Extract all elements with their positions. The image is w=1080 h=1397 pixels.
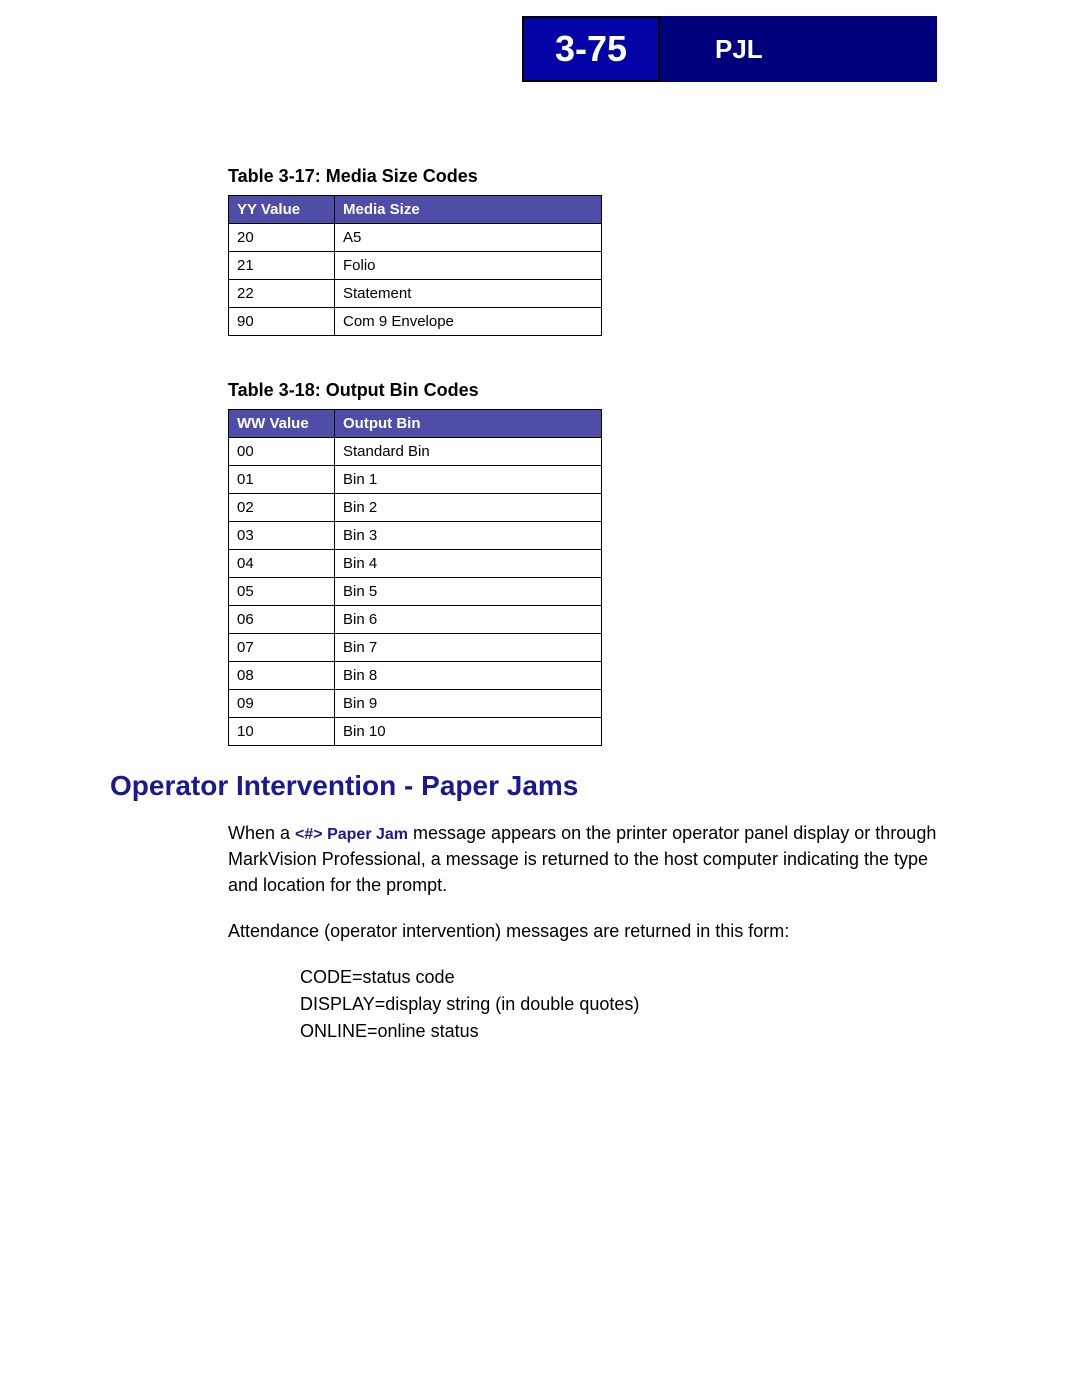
table-row: 05Bin 5	[229, 578, 602, 606]
cell-value: 07	[229, 634, 335, 662]
media-size-table: YY Value Media Size 20A521Folio22Stateme…	[228, 195, 602, 336]
cell-value: 05	[229, 578, 335, 606]
cell-label: A5	[335, 224, 602, 252]
cell-label: Bin 9	[335, 690, 602, 718]
cell-value: 08	[229, 662, 335, 690]
cell-value: 01	[229, 466, 335, 494]
table-row: 10Bin 10	[229, 718, 602, 746]
cell-value: 21	[229, 252, 335, 280]
cell-value: 04	[229, 550, 335, 578]
table-row: 00Standard Bin	[229, 438, 602, 466]
cell-label: Bin 4	[335, 550, 602, 578]
table2-caption: Table 3-18: Output Bin Codes	[228, 380, 948, 401]
table1-header-col1: YY Value	[229, 196, 335, 224]
cell-label: Statement	[335, 280, 602, 308]
cell-value: 03	[229, 522, 335, 550]
cell-label: Bin 7	[335, 634, 602, 662]
paragraph-1: When a <#> Paper Jam message appears on …	[228, 820, 948, 898]
cell-value: 20	[229, 224, 335, 252]
table2-header-col1: WW Value	[229, 410, 335, 438]
p1-prefix: When a	[228, 823, 295, 843]
cell-label: Bin 5	[335, 578, 602, 606]
table-row: 21Folio	[229, 252, 602, 280]
table2-header-col2: Output Bin	[335, 410, 602, 438]
cell-value: 09	[229, 690, 335, 718]
main-content: Table 3-17: Media Size Codes YY Value Me…	[228, 166, 948, 790]
page-number: 3-75	[522, 16, 660, 82]
table-row: 08Bin 8	[229, 662, 602, 690]
table-row: 20A5	[229, 224, 602, 252]
table-row: 90Com 9 Envelope	[229, 308, 602, 336]
message-format: CODE=status code DISPLAY=display string …	[300, 964, 948, 1045]
cell-label: Standard Bin	[335, 438, 602, 466]
cell-label: Bin 2	[335, 494, 602, 522]
table-row: 06Bin 6	[229, 606, 602, 634]
cell-label: Folio	[335, 252, 602, 280]
line-display: DISPLAY=display string (in double quotes…	[300, 991, 948, 1018]
page-header: 3-75 PJL	[522, 16, 937, 82]
section-heading: Operator Intervention - Paper Jams	[110, 770, 578, 802]
table1-caption: Table 3-17: Media Size Codes	[228, 166, 948, 187]
cell-label: Com 9 Envelope	[335, 308, 602, 336]
table1-header-col2: Media Size	[335, 196, 602, 224]
table-row: 02Bin 2	[229, 494, 602, 522]
cell-value: 02	[229, 494, 335, 522]
section-label: PJL	[660, 16, 937, 82]
line-code: CODE=status code	[300, 964, 948, 991]
cell-value: 10	[229, 718, 335, 746]
paragraph-2: Attendance (operator intervention) messa…	[228, 918, 948, 944]
table-row: 04Bin 4	[229, 550, 602, 578]
cell-value: 22	[229, 280, 335, 308]
output-bin-table: WW Value Output Bin 00Standard Bin01Bin …	[228, 409, 602, 746]
cell-value: 90	[229, 308, 335, 336]
table-row: 09Bin 9	[229, 690, 602, 718]
cell-label: Bin 10	[335, 718, 602, 746]
table-row: 03Bin 3	[229, 522, 602, 550]
cell-label: Bin 3	[335, 522, 602, 550]
cell-value: 00	[229, 438, 335, 466]
table-row: 01Bin 1	[229, 466, 602, 494]
table-row: 07Bin 7	[229, 634, 602, 662]
cell-label: Bin 6	[335, 606, 602, 634]
table-row: 22Statement	[229, 280, 602, 308]
cell-value: 06	[229, 606, 335, 634]
line-online: ONLINE=online status	[300, 1018, 948, 1045]
cell-label: Bin 1	[335, 466, 602, 494]
cell-label: Bin 8	[335, 662, 602, 690]
p1-bold: <#> Paper Jam	[295, 826, 408, 843]
